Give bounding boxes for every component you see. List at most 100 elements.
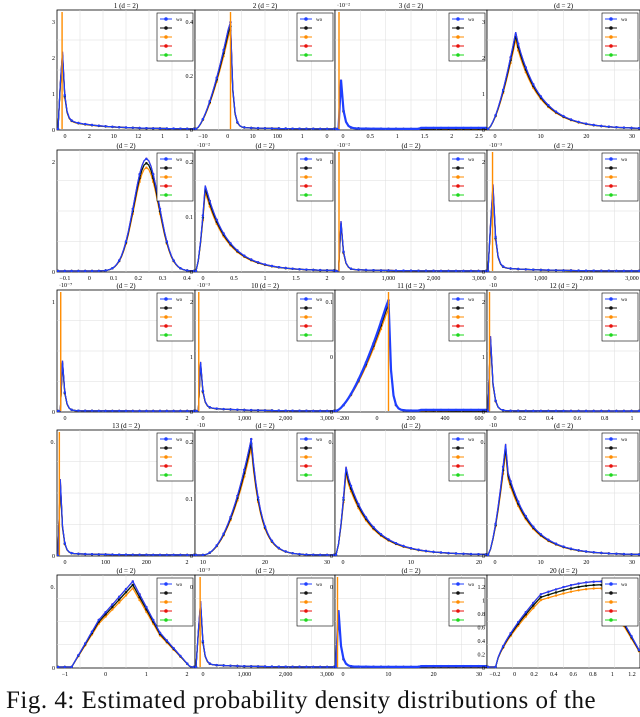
data-marker xyxy=(152,553,155,557)
data-marker xyxy=(409,547,413,550)
data-marker xyxy=(486,665,490,669)
data-marker xyxy=(600,269,603,272)
panel-title: (d = 2) xyxy=(401,142,421,150)
data-marker xyxy=(325,409,329,413)
data-marker xyxy=(569,269,573,272)
data-marker xyxy=(56,665,60,669)
data-marker xyxy=(372,342,375,345)
x-tick-label: 200 xyxy=(142,560,151,566)
data-marker xyxy=(615,409,618,413)
data-marker xyxy=(577,409,580,413)
y-tick-label: 3 xyxy=(52,20,55,26)
data-marker xyxy=(118,409,121,413)
data-marker xyxy=(236,249,239,252)
data-marker xyxy=(236,121,239,124)
axis-exponent: ·10⁻³ xyxy=(197,568,210,574)
data-marker xyxy=(179,267,182,270)
data-marker xyxy=(469,269,473,273)
data-marker xyxy=(131,126,134,129)
data-marker xyxy=(250,665,253,668)
data-marker xyxy=(325,269,329,272)
data-marker xyxy=(509,56,512,59)
y-tick-label: 0 xyxy=(330,410,333,416)
legend-marker xyxy=(609,333,613,337)
data-marker xyxy=(277,546,280,550)
data-marker xyxy=(208,199,211,203)
y-tick-label: 1 xyxy=(190,355,193,361)
legend-label: wo xyxy=(176,18,183,23)
x-tick-label: 0 xyxy=(494,276,497,282)
data-marker xyxy=(158,409,162,413)
y-tick-label: 0 xyxy=(52,666,55,672)
x-tick-label: 0.6 xyxy=(573,416,581,422)
data-marker xyxy=(56,553,60,557)
panel-title: (d = 2) xyxy=(554,2,574,10)
y-tick-label: 0.1 xyxy=(186,497,194,503)
legend-marker xyxy=(304,333,308,337)
data-marker xyxy=(298,409,301,412)
data-marker xyxy=(138,173,141,176)
data-marker xyxy=(554,409,558,413)
data-marker xyxy=(194,127,198,131)
data-marker xyxy=(145,409,148,413)
data-marker xyxy=(637,269,640,273)
y-tick-label: 0 xyxy=(190,410,193,416)
legend-marker xyxy=(164,591,168,595)
x-tick-label: 600 xyxy=(475,416,484,422)
legend-marker xyxy=(456,157,460,161)
panel-title: (d = 2) xyxy=(554,142,574,150)
data-marker xyxy=(462,408,465,412)
data-marker xyxy=(484,664,488,668)
data-marker xyxy=(325,127,329,131)
legend-marker xyxy=(609,17,613,21)
data-marker xyxy=(84,552,87,556)
data-marker xyxy=(562,269,565,272)
data-marker xyxy=(312,553,315,556)
data-marker xyxy=(250,437,253,441)
data-marker xyxy=(342,657,345,661)
data-marker xyxy=(215,76,218,79)
data-marker xyxy=(342,250,345,253)
legend-label: wo xyxy=(621,583,628,588)
panel-title: 2 (d = 2) xyxy=(253,2,278,10)
data-marker xyxy=(417,127,420,131)
legend-marker xyxy=(609,455,613,459)
x-tick-label: 3,000 xyxy=(320,672,334,678)
data-marker xyxy=(131,409,134,413)
data-marker xyxy=(186,269,189,272)
panel-title: 13 (d = 2) xyxy=(112,422,141,430)
data-marker xyxy=(547,596,550,599)
legend-label: wo xyxy=(316,298,323,303)
y-tick-label: 0 xyxy=(330,554,333,560)
data-marker xyxy=(158,553,162,557)
legend-marker xyxy=(304,473,308,477)
y-tick-label: 0 xyxy=(190,128,193,134)
y-tick-label: 0 xyxy=(482,554,485,560)
data-marker xyxy=(84,122,87,126)
data-marker xyxy=(201,553,205,557)
data-marker xyxy=(637,127,640,130)
data-marker xyxy=(229,664,232,667)
legend-marker xyxy=(304,35,308,39)
data-marker xyxy=(56,269,60,273)
data-marker xyxy=(186,409,189,413)
legend-marker xyxy=(164,600,168,604)
legend-label: wo xyxy=(621,438,628,443)
data-marker xyxy=(630,269,633,273)
data-marker xyxy=(208,551,211,554)
data-marker xyxy=(63,542,66,545)
data-marker xyxy=(600,409,603,413)
data-marker xyxy=(379,127,383,130)
data-marker xyxy=(84,642,87,645)
data-marker xyxy=(402,665,405,669)
data-marker xyxy=(104,269,107,272)
y-tick-label: 0 xyxy=(190,585,193,591)
data-marker xyxy=(215,663,218,667)
legend-label: wo xyxy=(316,583,323,588)
data-marker xyxy=(615,552,618,555)
legend-label: wo xyxy=(621,18,628,23)
data-marker xyxy=(131,580,134,583)
data-marker xyxy=(539,268,543,272)
data-marker xyxy=(284,127,287,130)
x-tick-label: −0.2 xyxy=(490,672,501,678)
